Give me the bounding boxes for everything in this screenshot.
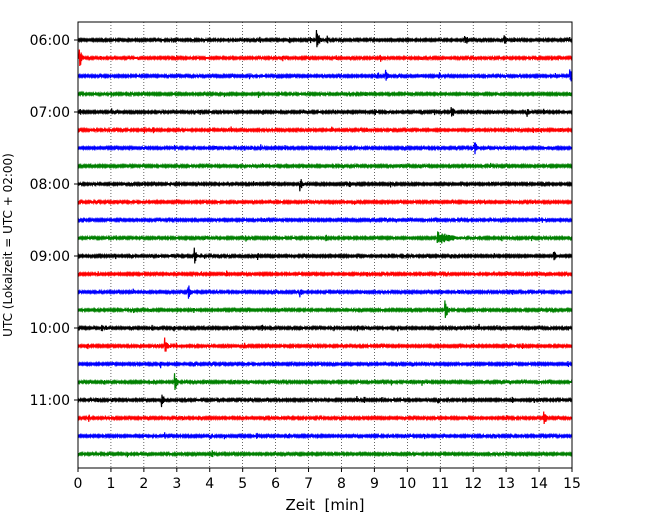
trace-06:30 <box>77 69 573 82</box>
x-tick-label: 2 <box>139 476 148 492</box>
trace-10:45 <box>77 373 573 391</box>
x-tick-label: 7 <box>304 476 313 492</box>
x-tick-label: 9 <box>370 476 379 492</box>
x-tick-label: 4 <box>205 476 214 492</box>
trace-11:15 <box>77 411 573 424</box>
y-axis-label: UTC (Lokalzeit = UTC + 02:00) <box>1 153 15 337</box>
trace-08:30 <box>77 216 573 224</box>
trace-06:15 <box>77 49 573 67</box>
y-tick-label: 11:00 <box>30 393 70 409</box>
x-tick-label: 0 <box>74 476 83 492</box>
trace-08:15 <box>77 198 573 206</box>
plot-frame <box>77 21 573 469</box>
x-axis-label: Zeit [min] <box>285 496 364 514</box>
y-tick-label: 09:00 <box>30 249 70 265</box>
x-tick-label: 6 <box>271 476 280 492</box>
x-tick-label: 11 <box>431 476 449 492</box>
x-axis-ticks: 0 1 2 3 4 5 6 7 8 9 10 11 12 13 14 15 <box>74 468 581 492</box>
trace-10:00 <box>77 323 573 332</box>
seismic-traces <box>77 29 573 458</box>
trace-07:45 <box>77 162 573 170</box>
trace-06:00 <box>77 29 573 48</box>
trace-07:30 <box>77 142 573 155</box>
x-tick-label: 12 <box>464 476 482 492</box>
trace-10:15 <box>77 337 573 352</box>
trace-11:30 <box>77 432 573 440</box>
trace-11:00 <box>77 394 573 408</box>
minute-grid <box>110 22 540 468</box>
x-tick-label: 3 <box>172 476 181 492</box>
trace-09:15 <box>77 270 573 278</box>
y-tick-label: 07:00 <box>30 105 70 121</box>
x-tick-label: 5 <box>238 476 247 492</box>
trace-09:30 <box>77 285 573 299</box>
x-tick-label: 14 <box>530 476 548 492</box>
y-tick-label: 06:00 <box>30 33 70 49</box>
trace-06:45 <box>77 90 573 98</box>
trace-07:15 <box>77 126 573 134</box>
x-tick-label: 1 <box>106 476 115 492</box>
y-tick-label: 08:00 <box>30 177 70 193</box>
y-axis-ticks: 06:00 07:00 08:00 09:00 10:00 11:00 <box>30 33 78 409</box>
x-tick-label: 13 <box>497 476 515 492</box>
trace-08:00 <box>77 179 573 192</box>
y-tick-label: 10:00 <box>30 321 70 337</box>
trace-07:00 <box>77 107 573 117</box>
trace-08:45 <box>77 231 573 244</box>
x-tick-label: 10 <box>398 476 416 492</box>
trace-10:30 <box>77 360 573 369</box>
x-tick-label: 8 <box>337 476 346 492</box>
trace-09:45 <box>77 300 573 318</box>
x-tick-label: 15 <box>563 476 581 492</box>
trace-11:45 <box>77 450 573 458</box>
trace-09:00 <box>77 247 573 264</box>
